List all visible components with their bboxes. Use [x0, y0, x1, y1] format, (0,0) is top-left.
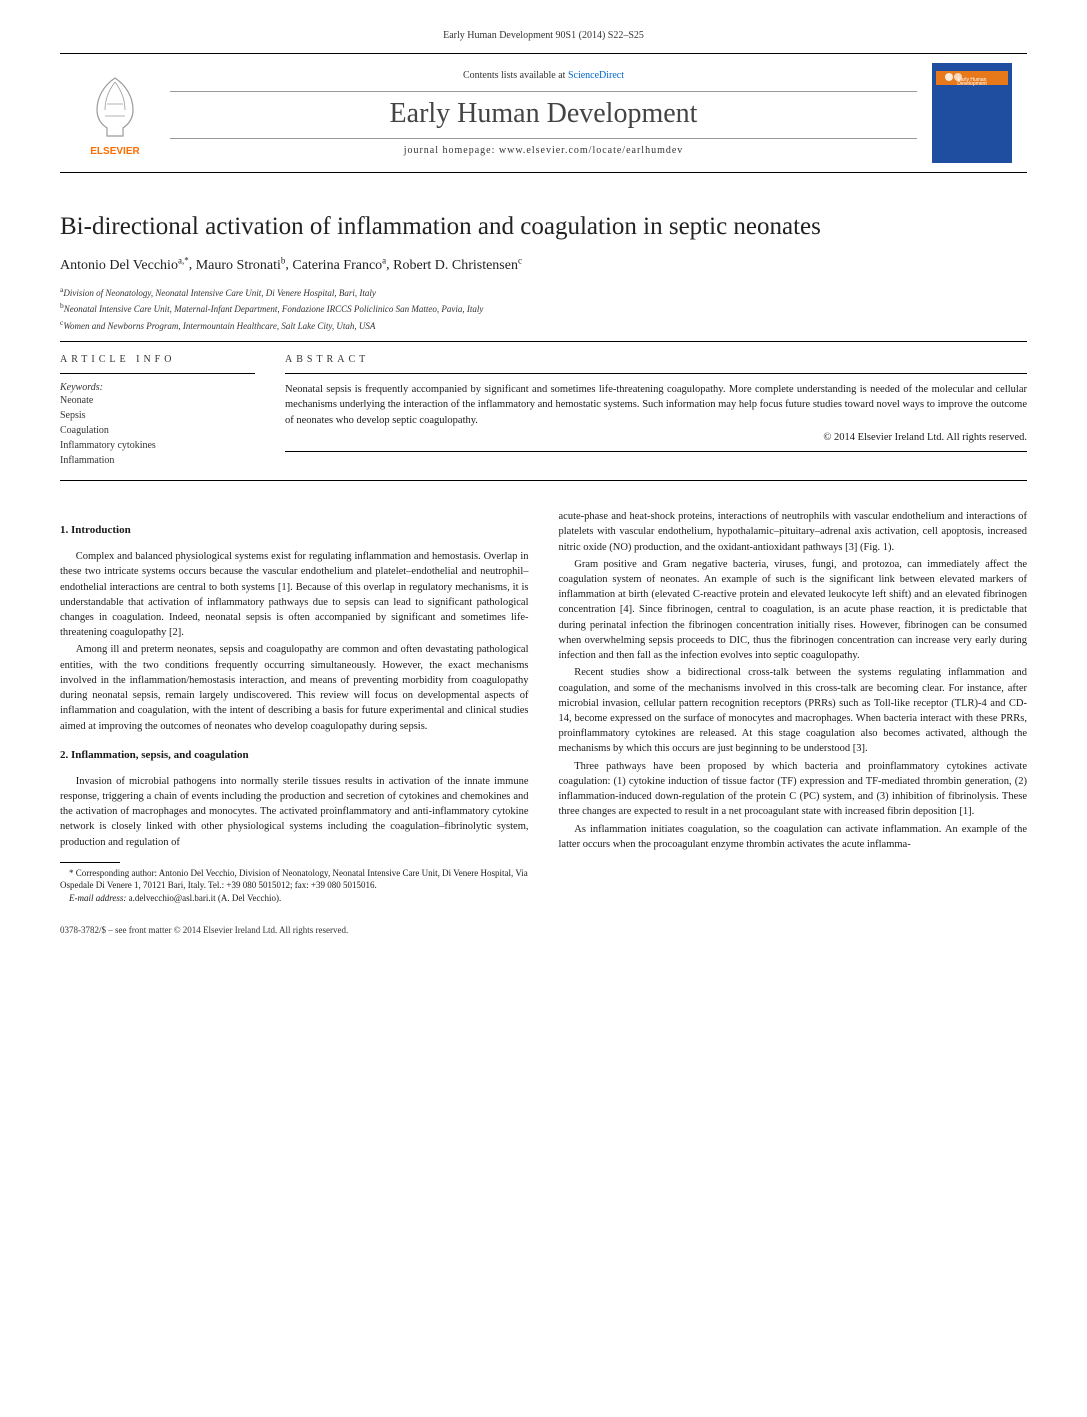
- author: Robert D. Christensenc: [393, 258, 522, 273]
- elsevier-tree-icon: ELSEVIER: [75, 68, 155, 158]
- body-paragraph: Recent studies show a bidirectional cros…: [559, 665, 1028, 756]
- divider: [60, 480, 1027, 481]
- footnotes: * Corresponding author: Antonio Del Vecc…: [60, 867, 529, 905]
- keyword: Sepsis: [60, 408, 255, 423]
- article-info-column: ARTICLE INFO Keywords: Neonate Sepsis Co…: [60, 354, 255, 468]
- body-paragraph: Among ill and preterm neonates, sepsis a…: [60, 642, 529, 733]
- body-paragraph: Invasion of microbial pathogens into nor…: [60, 774, 529, 850]
- keywords-label: Keywords:: [60, 382, 255, 393]
- email-footnote: E-mail address: a.delvecchio@asl.bari.it…: [60, 892, 529, 905]
- body-paragraph: Complex and balanced physiological syste…: [60, 549, 529, 640]
- journal-masthead: ELSEVIER Contents lists available at Sci…: [60, 53, 1027, 173]
- abstract-text: Neonatal sepsis is frequently accompanie…: [285, 382, 1027, 428]
- keyword: Inflammation: [60, 453, 255, 468]
- abstract-label: ABSTRACT: [285, 354, 1027, 365]
- contents-line: Contents lists available at ScienceDirec…: [170, 70, 917, 81]
- affiliation: aDivision of Neonatology, Neonatal Inten…: [60, 284, 1027, 301]
- body-paragraph: Three pathways have been proposed by whi…: [559, 759, 1028, 820]
- author: Mauro Stronatib: [196, 258, 286, 273]
- affiliations: aDivision of Neonatology, Neonatal Inten…: [60, 284, 1027, 334]
- keyword: Neonate: [60, 393, 255, 408]
- front-matter-footer: 0378-3782/$ – see front matter © 2014 El…: [60, 925, 1027, 935]
- article-info-label: ARTICLE INFO: [60, 354, 255, 365]
- body-paragraph: Gram positive and Gram negative bacteria…: [559, 557, 1028, 664]
- section-heading: 1. Introduction: [60, 523, 529, 539]
- keywords-list: Neonate Sepsis Coagulation Inflammatory …: [60, 393, 255, 468]
- running-head: Early Human Development 90S1 (2014) S22–…: [60, 30, 1027, 41]
- author: Caterina Francoa: [292, 258, 386, 273]
- footnote-divider: [60, 862, 120, 863]
- elsevier-logo: ELSEVIER: [60, 54, 170, 172]
- affiliation: bNeonatal Intensive Care Unit, Maternal-…: [60, 300, 1027, 317]
- cover-icon: Early Human Development: [932, 63, 1012, 163]
- abstract-copyright: © 2014 Elsevier Ireland Ltd. All rights …: [285, 432, 1027, 443]
- svg-text:Development: Development: [957, 81, 987, 87]
- abstract-column: ABSTRACT Neonatal sepsis is frequently a…: [285, 354, 1027, 468]
- section-heading: 2. Inflammation, sepsis, and coagulation: [60, 748, 529, 764]
- author: Antonio Del Vecchioa,*: [60, 258, 189, 273]
- journal-title: Early Human Development: [170, 98, 917, 130]
- affiliation: cWomen and Newborns Program, Intermounta…: [60, 317, 1027, 334]
- body-paragraph: As inflammation initiates coagulation, s…: [559, 822, 1028, 852]
- journal-homepage: journal homepage: www.elsevier.com/locat…: [170, 145, 917, 156]
- journal-cover-thumbnail: Early Human Development: [917, 54, 1027, 172]
- contents-prefix: Contents lists available at: [463, 70, 568, 81]
- keyword: Coagulation: [60, 423, 255, 438]
- corresponding-author-footnote: * Corresponding author: Antonio Del Vecc…: [60, 867, 529, 892]
- keyword: Inflammatory cytokines: [60, 438, 255, 453]
- body-paragraph: acute-phase and heat-shock proteins, int…: [559, 509, 1028, 555]
- article-body: 1. Introduction Complex and balanced phy…: [60, 509, 1027, 904]
- article-title: Bi-directional activation of inflammatio…: [60, 213, 1027, 241]
- author-list: Antonio Del Vecchioa,*, Mauro Stronatib,…: [60, 255, 1027, 274]
- sciencedirect-link[interactable]: ScienceDirect: [568, 70, 624, 81]
- divider: [60, 341, 1027, 342]
- elsevier-wordmark: ELSEVIER: [90, 146, 140, 157]
